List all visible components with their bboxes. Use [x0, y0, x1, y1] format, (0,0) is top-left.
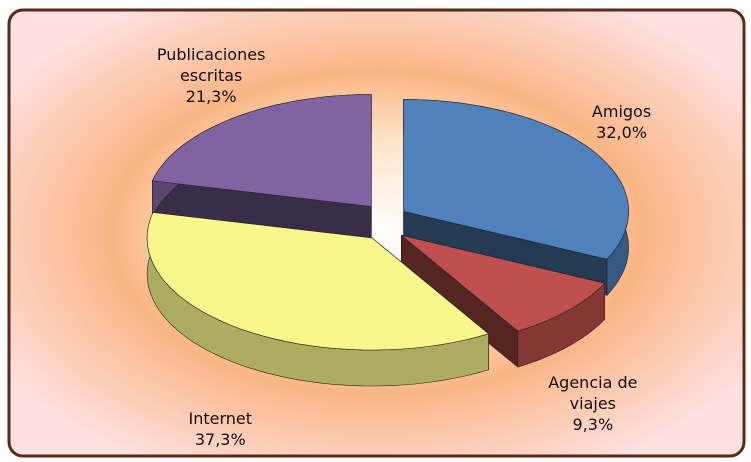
category-label: Internet: [188, 409, 253, 428]
slice: [403, 99, 629, 260]
slice: [151, 94, 372, 207]
value-label: 9,3%: [572, 414, 614, 434]
category-label: Amigos: [591, 101, 652, 121]
slice: [146, 212, 490, 351]
category-label: Publicaciones escritas: [156, 44, 266, 85]
category-label: Agencia de viajes: [548, 372, 638, 413]
slice-label: Internet 37,3%: [140, 408, 300, 450]
value-label: 37,3%: [194, 430, 246, 449]
slice-label: Amigos 32,0%: [542, 101, 702, 143]
value-label: 21,3%: [185, 86, 237, 106]
slice-label: Agencia de viajes 9,3%: [533, 372, 653, 435]
pie: [146, 94, 629, 387]
slice: [401, 235, 606, 332]
value-label: 32,0%: [596, 122, 647, 142]
slice-label: Publicaciones escritas 21,3%: [151, 44, 271, 107]
